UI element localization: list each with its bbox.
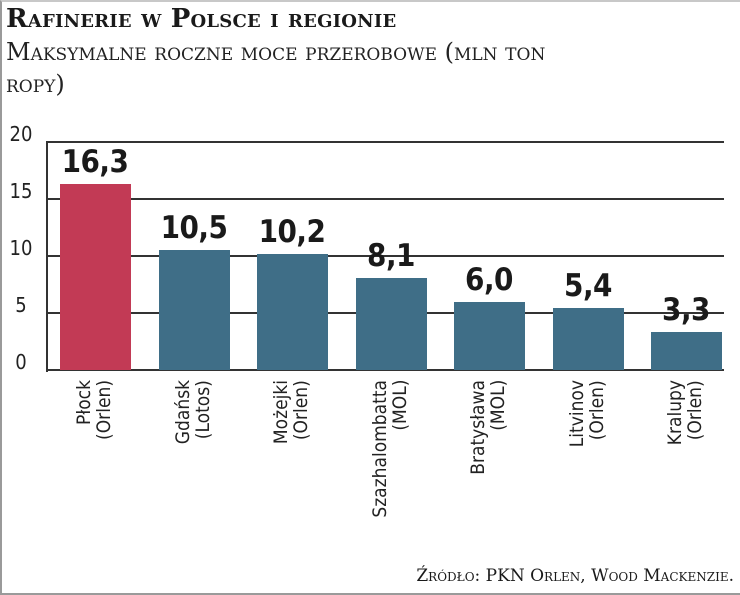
category-owner: (Orlen) — [586, 380, 608, 440]
category-owner: (Orlen) — [290, 380, 312, 440]
value-label: 6,0 — [465, 261, 513, 298]
category-name: Kralupy — [664, 380, 686, 446]
category-label: Płock (Orlen) — [73, 380, 115, 440]
category-name: Bratysława — [467, 380, 489, 475]
category-owner: (Orlen) — [93, 380, 115, 440]
y-tick-label: 20 — [9, 122, 33, 146]
y-tick-label: 15 — [9, 179, 33, 203]
source-note: Źródło: PKN Orlen, Wood Mackenzie. — [416, 566, 734, 586]
chart-subtitle: Maksymalne roczne moce przerobowe (mln t… — [6, 38, 546, 98]
y-tick-label: 0 — [15, 350, 27, 374]
gridline-20 — [46, 141, 724, 143]
bar-szazhalombatta — [356, 277, 427, 370]
bar-gdańsk — [159, 250, 230, 370]
y-tick-label: 5 — [15, 293, 27, 317]
value-label: 3,3 — [662, 292, 710, 329]
value-label: 8,1 — [367, 237, 415, 274]
category-name: Możejki — [270, 380, 292, 445]
category-owner: (Lotos) — [192, 380, 214, 440]
bar-kralupy — [651, 332, 722, 370]
bar-płock — [60, 184, 131, 370]
category-name: Gdańsk — [172, 380, 194, 445]
y-axis-line — [46, 142, 48, 372]
bar-litvinov — [553, 308, 624, 370]
bar-bratysława — [454, 301, 525, 370]
y-tick-label: 10 — [9, 236, 33, 260]
category-name: Litvinov — [566, 380, 588, 448]
gridline-10 — [46, 255, 724, 257]
category-label: Litvinov (Orlen) — [566, 380, 608, 448]
category-label: Kralupy (Orlen) — [664, 380, 706, 446]
category-owner: (MOL) — [487, 380, 509, 432]
category-name: Szazhalombatta — [369, 380, 391, 518]
category-label: Możejki (Orlen) — [270, 380, 312, 445]
category-label: Gdańsk (Lotos) — [172, 380, 214, 445]
category-label: Bratysława (MOL) — [467, 380, 509, 475]
gridline-0 — [46, 369, 724, 371]
gridline-15 — [46, 198, 724, 200]
value-label: 10,5 — [160, 210, 228, 247]
category-name: Płock — [73, 380, 95, 425]
category-label: Szazhalombatta (MOL) — [369, 380, 411, 518]
category-owner: (Orlen) — [684, 380, 706, 440]
bar-możejki — [257, 253, 328, 370]
value-label: 16,3 — [61, 144, 129, 181]
chart-title: Rafinerie w Polsce i regionie — [6, 4, 397, 34]
value-label: 10,2 — [258, 213, 326, 250]
value-label: 5,4 — [564, 268, 612, 305]
category-owner: (MOL) — [389, 380, 411, 432]
